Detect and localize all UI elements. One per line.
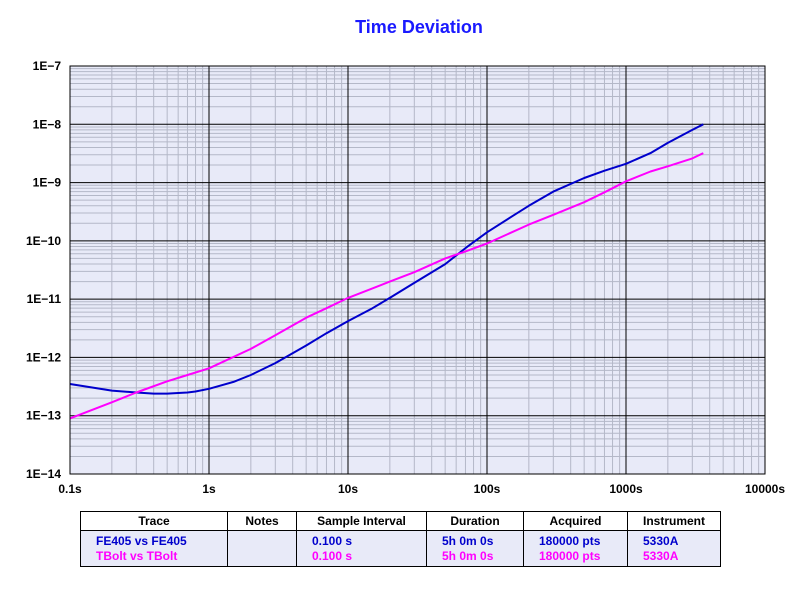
table-header-row: Trace Notes Sample Interval Duration Acq… (81, 512, 720, 531)
y-tick-label: 1E−12 (26, 350, 61, 364)
header-acquired: Acquired (524, 512, 628, 530)
series-layer (69, 123, 704, 420)
col-instrument: 5330A 5330A (628, 531, 720, 566)
plot-frame (69, 65, 766, 475)
row-1-duration: 5h 0m 0s (442, 534, 494, 548)
x-tick-label: 0.1s (58, 482, 82, 496)
col-acquired: 180000 pts 180000 pts (524, 531, 628, 566)
col-trace: FE405 vs FE405 TBolt vs TBolt (81, 531, 228, 566)
row-2-duration: 5h 0m 0s (442, 549, 494, 563)
series-line-2 (69, 152, 704, 420)
y-tick-label: 1E−14 (26, 467, 61, 481)
table-body: FE405 vs FE405 TBolt vs TBolt 0.100 s 0.… (81, 531, 720, 566)
trace-info-table: Trace Notes Sample Interval Duration Acq… (80, 511, 721, 567)
y-tick-label: 1E−13 (26, 409, 61, 423)
row-1-instrument: 5330A (643, 534, 679, 548)
header-trace: Trace (81, 512, 228, 530)
row-1-sample-interval: 0.100 s (312, 534, 353, 548)
chart-title: Time Deviation (355, 17, 483, 37)
series-line-1 (69, 123, 704, 395)
row-2-sample-interval: 0.100 s (312, 549, 353, 563)
y-tick-label: 1E−8 (33, 117, 62, 131)
header-instrument: Instrument (642, 514, 705, 528)
col-sample-interval: 0.100 s 0.100 s (297, 531, 427, 566)
header-duration: Duration (427, 512, 524, 530)
header-sample-interval: Sample Interval (297, 512, 427, 530)
col-notes (228, 531, 297, 566)
x-tick-label: 1s (202, 482, 216, 496)
row-2-trace: TBolt vs TBolt (96, 549, 178, 563)
x-tick-label: 10s (338, 482, 358, 496)
x-axis-ticks: 0.1s 1s 10s 100s 1000s 10000s (58, 482, 785, 496)
row-1-trace: FE405 vs FE405 (96, 534, 187, 548)
row-1-acquired: 180000 pts (539, 534, 601, 548)
y-tick-label: 1E−9 (33, 176, 62, 190)
row-2-instrument: 5330A (643, 549, 679, 563)
y-tick-label: 1E−7 (33, 59, 62, 73)
y-tick-label: 1E−10 (26, 234, 61, 248)
col-duration: 5h 0m 0s 5h 0m 0s (427, 531, 524, 566)
x-tick-label: 1000s (609, 482, 643, 496)
x-tick-label: 100s (474, 482, 501, 496)
y-axis-ticks: 1E−14 1E−13 1E−12 1E−11 1E−10 1E−9 1E−8 1E−7 (26, 59, 61, 481)
minor-grid (70, 66, 765, 474)
row-2-acquired: 180000 pts (539, 549, 601, 563)
header-notes: Notes (228, 512, 297, 530)
x-tick-label: 10000s (745, 482, 785, 496)
major-grid (70, 66, 765, 474)
y-tick-label: 1E−11 (27, 292, 62, 306)
